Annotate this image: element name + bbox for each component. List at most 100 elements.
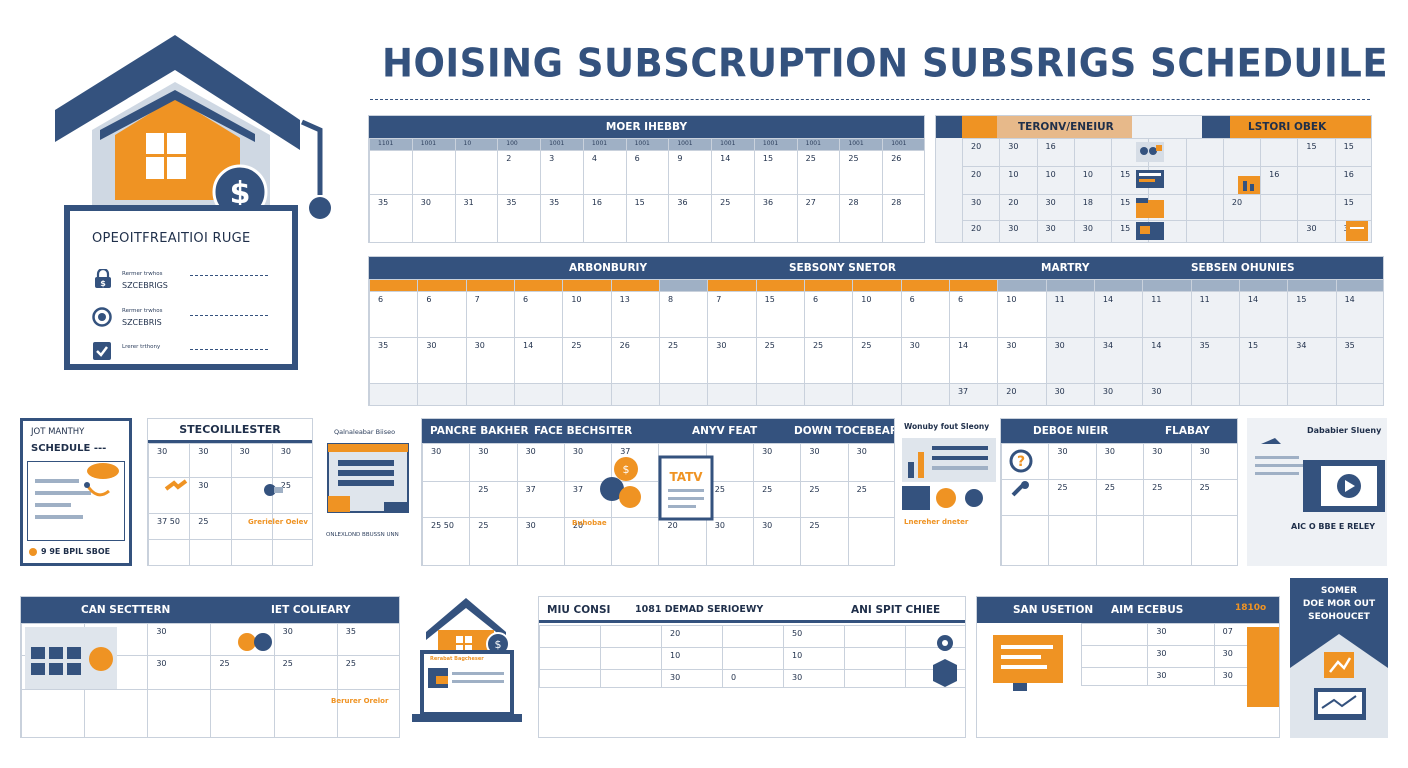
grid-cell: 15 [755, 291, 805, 338]
table-row: 30 30 30 30 [148, 443, 312, 478]
grid-cell [210, 689, 275, 737]
svg-text:$: $ [495, 638, 502, 651]
mini-window-illustration: Qalnaleabar Biiseo ONLEXLOND BBUSSN UNN [324, 426, 412, 546]
grid-cell [84, 689, 149, 737]
grid-cell: 30 [469, 443, 518, 482]
panel-grid: 30 07 30 30 30 30 [1080, 623, 1279, 686]
grid-header-cell [1142, 279, 1192, 292]
grid-cell: 30 [465, 337, 515, 384]
grid-cell: 25 [852, 337, 902, 384]
grid-cell: 20 [658, 517, 707, 565]
card-title: OPEOITFREAITIOI RUGE [92, 231, 251, 246]
grid-cell: 34 [1287, 337, 1337, 384]
table-row: 30 20 30 18 15 20 15 [961, 194, 1371, 221]
grid-cell [513, 383, 564, 405]
grid-cell: 11 [1142, 291, 1192, 338]
calendar-header: SEBSEN OHUNIES [1191, 262, 1295, 274]
grid-cell: 30 [999, 220, 1038, 242]
grid-cell: 15 [1287, 291, 1337, 338]
grid-cell [844, 647, 906, 670]
grid-cell: 30 [1095, 443, 1145, 480]
grid-cell [1185, 166, 1224, 195]
table-row: 30 30 30 30 [1001, 443, 1237, 480]
grid-cell: 25 [847, 481, 894, 518]
grid-cell: 14 [513, 337, 564, 384]
lock-dollar-icon: $ [94, 267, 112, 288]
panel-footnote: Berurer Orelor [331, 697, 389, 705]
grid-cell: 0 [722, 669, 784, 688]
panel-header: SAN USETION [1013, 604, 1094, 616]
grid-cell: 30 [999, 138, 1038, 167]
cta-line: SOMER [1320, 586, 1358, 596]
card-line: SCHEDULE --- [31, 443, 107, 454]
grid-cell: 25 [273, 655, 338, 690]
grid-cell [1335, 383, 1383, 405]
card-dash-line [190, 315, 268, 316]
grid-cell [803, 383, 854, 405]
grid-header-cell [658, 279, 709, 292]
grid-cell [454, 150, 499, 195]
grid-cell: 30 [147, 655, 212, 690]
grid-cell: 25 [189, 513, 232, 540]
grid-cell: 14 [1093, 291, 1144, 338]
grid-cell: 20 [1222, 194, 1262, 221]
svg-text:$: $ [230, 176, 251, 211]
grid-cell [600, 647, 662, 670]
video-caption[interactable]: AIC O BBE E RELEY [1291, 522, 1376, 531]
grid-cell [1080, 623, 1149, 646]
panel-header: DEBOE NIEIR [1033, 425, 1109, 437]
grid-cell [1297, 194, 1336, 221]
svg-text:?: ? [1017, 454, 1025, 470]
grid-cell: 30 [1036, 194, 1075, 221]
svg-text:$: $ [100, 279, 106, 288]
grid-cell: 6 [369, 291, 419, 338]
panel-header: STECOILILESTER [179, 423, 281, 436]
grid-cell [1222, 220, 1262, 242]
card-footer: 9 9E BPIL SBOE [41, 547, 111, 556]
card-dash-line [190, 349, 268, 350]
monthly-tool-illustration: Wonuby fout Sleony Lnereher dneter [900, 420, 996, 550]
grid-cell: 35 [336, 623, 399, 656]
grid-cell [610, 383, 660, 405]
hand-icon [164, 479, 188, 495]
sticky-note-icon [1346, 221, 1368, 241]
panel-grid: 20 50 10 10 30 0 30 [539, 625, 965, 688]
panel-header: FLABAY [1165, 425, 1210, 437]
panel-header: CAN SECTTERN [81, 604, 171, 616]
grid-cell: 30 [1147, 667, 1215, 686]
video-title: Dababier Slueny [1307, 426, 1382, 435]
grid-header-cell [997, 279, 1047, 292]
grid-cell: 16 [582, 194, 627, 242]
grid-cell: 28 [839, 194, 884, 242]
grid-header-cell [755, 279, 805, 292]
window-icon [327, 443, 409, 513]
grid-cell: 30 [1036, 220, 1075, 242]
grid-cell: 36 [753, 194, 798, 242]
grid-cell: 10 [999, 166, 1038, 195]
grid-cell: 31 [454, 194, 499, 242]
grid-cell [1260, 220, 1299, 242]
grid-cell: 28 [882, 194, 924, 242]
grid-cell [21, 689, 86, 737]
calendar-header: MARTRY [1041, 262, 1090, 274]
grid-cell [600, 625, 662, 648]
grid-header-cell [562, 279, 612, 292]
grid-cell: 30 [753, 443, 802, 482]
table-row: 37 50 25 [148, 513, 312, 540]
table-row: 10 10 [539, 647, 965, 670]
grid-cell [852, 383, 902, 405]
calendar-header: MOER IHEBBY [605, 121, 688, 133]
cta-card[interactable]: SOMER DOE MOR OUT SEOHOUCET [1290, 578, 1388, 738]
grid-cell: 14 [711, 150, 755, 195]
grid-cell [271, 539, 312, 565]
grid-cell: 25 [1143, 479, 1192, 516]
grid-cell: 25 [210, 655, 275, 690]
grid-cell [600, 669, 662, 688]
calendar-header: LSTORI OBEK [1248, 121, 1327, 133]
grid-cell: 25 [800, 517, 849, 565]
grid-cell: 14 [1238, 291, 1289, 338]
grid-cell: 20 [661, 625, 723, 648]
grid-cell: 9 [668, 150, 713, 195]
table-row: 30 0 30 [539, 669, 965, 688]
left-info-card: OPEOITFREAITIOI RUGE $ Rermer trwhos SZC… [64, 205, 298, 370]
